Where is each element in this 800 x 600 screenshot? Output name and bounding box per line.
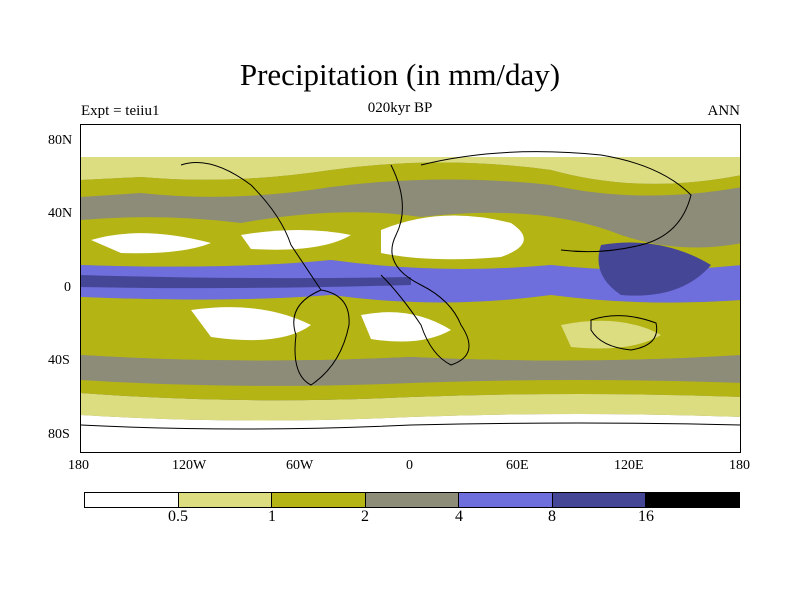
desert-atlantic-n <box>241 230 351 250</box>
lon-label: 0 <box>406 458 413 473</box>
desert-pacific-s <box>191 307 311 341</box>
band-antarctic-edge <box>81 393 740 421</box>
experiment-label: Expt = teiiu1 <box>81 103 160 119</box>
colorbar-box <box>85 493 179 507</box>
lat-label: 40N <box>48 206 73 221</box>
map-subtitle: 020kyr BP <box>367 100 433 116</box>
band-antarctic <box>81 414 740 452</box>
colorbar-box <box>365 493 460 507</box>
colorbar-tick: 8 <box>548 508 556 525</box>
colorbar <box>84 492 740 508</box>
desert-sahara <box>381 215 524 260</box>
colorbar-tick: 1 <box>268 508 276 525</box>
colorbar-tick: 0.5 <box>168 508 188 525</box>
band-arctic-edge2 <box>81 162 740 197</box>
band-arctic <box>81 125 740 157</box>
lon-label: 60E <box>506 458 529 473</box>
colorbar-tick: 2 <box>361 508 369 525</box>
warm-pool <box>598 242 711 296</box>
band-arctic-edge <box>81 157 740 184</box>
lat-label: 80S <box>48 427 70 442</box>
lat-label: 0 <box>64 280 71 295</box>
colorbar-box <box>272 493 366 507</box>
desert-australia <box>561 320 661 349</box>
colorbar-box <box>646 493 740 507</box>
colorbar-tick: 4 <box>455 508 463 525</box>
colorbar-box <box>178 493 273 507</box>
desert-pacific-n <box>91 233 211 254</box>
season-label: ANN <box>707 103 741 119</box>
precipitation-map <box>80 124 741 453</box>
band-itcz-core <box>81 275 411 289</box>
lon-label: 180 <box>729 458 750 473</box>
lon-label: 120E <box>614 458 644 473</box>
lat-label: 80N <box>48 133 73 148</box>
band-storm-track-s <box>81 380 740 401</box>
lon-label: 120W <box>172 458 207 473</box>
lon-label: 180 <box>68 458 89 473</box>
colorbar-tick: 16 <box>638 508 654 525</box>
page-title: Precipitation (in mm/day) <box>239 57 561 92</box>
colorbar-box <box>459 493 553 507</box>
colorbar-box <box>552 493 647 507</box>
lon-label: 60W <box>286 458 314 473</box>
lat-label: 40S <box>48 353 70 368</box>
map-canvas <box>81 125 740 452</box>
desert-atlantic-s <box>361 312 451 342</box>
